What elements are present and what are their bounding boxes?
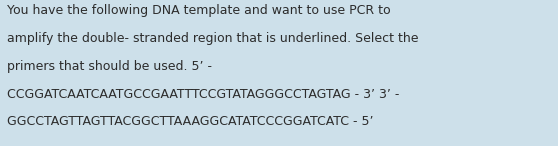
Text: CCGGATCAATCAATGCCGAATTTCCGTATAGGGCCTAGTAG - 3’ 3’ -: CCGGATCAATCAATGCCGAATTTCCGTATAGGGCCTAGTA… xyxy=(7,88,400,101)
Text: You have the following DNA template and want to use PCR to: You have the following DNA template and … xyxy=(7,4,391,17)
Text: GGCCTAGTTAGTTACGGCTTAAAGGCATATCCCGGATCATC - 5’: GGCCTAGTTAGTTACGGCTTAAAGGCATATCCCGGATCAT… xyxy=(7,115,374,128)
Text: primers that should be used. 5’ -: primers that should be used. 5’ - xyxy=(7,60,212,73)
Text: amplify the double- stranded region that is underlined. Select the: amplify the double- stranded region that… xyxy=(7,32,418,45)
